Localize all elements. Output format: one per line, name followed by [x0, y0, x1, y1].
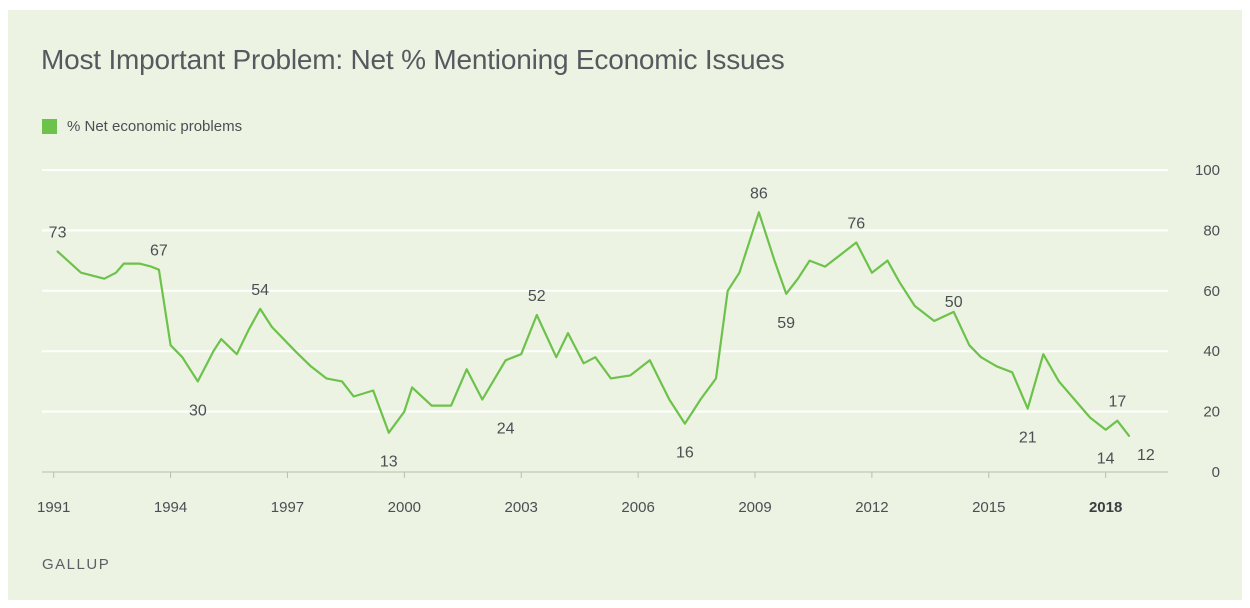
data-label-50: 50	[945, 294, 963, 311]
y-tick-label-60: 60	[1203, 283, 1220, 300]
chart-title: Most Important Problem: Net % Mentioning…	[41, 44, 785, 75]
data-label-76: 76	[847, 215, 865, 232]
data-label-17: 17	[1108, 394, 1126, 411]
data-label-13: 13	[380, 454, 398, 471]
data-label-30: 30	[189, 402, 207, 419]
data-label-24: 24	[497, 421, 515, 438]
x-tick-label-2003: 2003	[505, 499, 538, 516]
y-tick-label-80: 80	[1203, 222, 1220, 239]
data-label-12: 12	[1137, 447, 1155, 464]
data-label-59: 59	[777, 315, 795, 332]
y-tick-label-0: 0	[1212, 464, 1220, 481]
x-tick-label-1994: 1994	[154, 499, 187, 516]
data-label-54: 54	[251, 282, 269, 299]
data-label-86: 86	[750, 185, 768, 202]
x-tick-label-2000: 2000	[388, 499, 421, 516]
x-tick-label-2018: 2018	[1089, 499, 1122, 516]
x-tick-label-2015: 2015	[972, 499, 1005, 516]
source-label: GALLUP	[42, 556, 111, 573]
chart-card: Most Important Problem: Net % Mentioning…	[8, 10, 1242, 600]
y-tick-label-40: 40	[1203, 343, 1220, 360]
legend: % Net economic problems	[42, 118, 242, 135]
y-tick-label-100: 100	[1195, 162, 1220, 179]
x-tick-label-2012: 2012	[855, 499, 888, 516]
data-label-21: 21	[1019, 430, 1037, 447]
x-tick-label-2006: 2006	[621, 499, 654, 516]
legend-swatch	[42, 119, 57, 134]
data-label-52: 52	[528, 288, 546, 305]
x-tick-label-2009: 2009	[738, 499, 771, 516]
x-tick-label-1991: 1991	[37, 499, 70, 516]
y-tick-label-20: 20	[1203, 404, 1220, 421]
x-tick-label-1997: 1997	[271, 499, 304, 516]
data-label-73: 73	[49, 225, 67, 242]
legend-label: % Net economic problems	[67, 118, 243, 135]
series-line-0	[56, 211, 1131, 437]
data-label-67: 67	[150, 243, 168, 260]
data-label-16: 16	[676, 445, 694, 462]
data-label-14: 14	[1097, 451, 1115, 468]
